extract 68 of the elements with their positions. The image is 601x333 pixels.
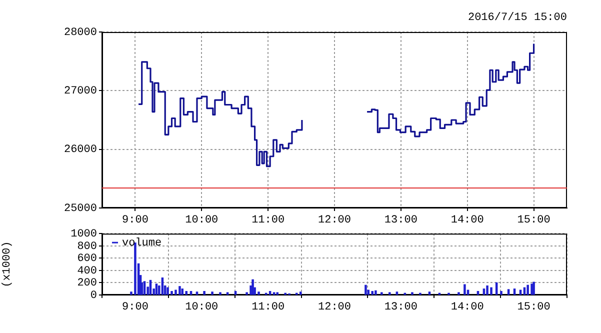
bar [371, 290, 374, 295]
bar [276, 292, 278, 295]
bar [178, 286, 181, 295]
bar [532, 282, 535, 295]
bar [219, 292, 222, 295]
bar [396, 292, 398, 295]
x-tick-label: 14:00 [450, 214, 484, 227]
y-tick-label: 25000 [64, 202, 97, 215]
bar [174, 290, 177, 295]
bar [380, 292, 383, 295]
y-tick-label: 400 [77, 265, 97, 278]
bar [490, 287, 492, 295]
bar [166, 287, 169, 295]
bar [464, 284, 466, 295]
y-axis-title: (x1000) [2, 241, 14, 288]
bar [258, 292, 260, 295]
bar [482, 288, 486, 295]
x-tick-label: 11:00 [252, 302, 285, 314]
bar [155, 284, 158, 295]
x-tick-label: 10:00 [185, 302, 218, 314]
x-tick-label: 10:00 [185, 214, 218, 227]
x-tick-label: 12:00 [318, 302, 352, 314]
x-tick-label: 12:00 [318, 214, 352, 227]
bar [428, 292, 431, 295]
x-tick-label: 15:00 [517, 302, 550, 314]
bar [252, 279, 254, 295]
bar [268, 290, 272, 295]
x-tick-label: 15:00 [517, 214, 550, 227]
bar [203, 290, 206, 295]
x-tick-label: 9:00 [122, 214, 148, 227]
x-tick-label: 11:00 [252, 214, 285, 227]
legend-label: volume [122, 238, 162, 250]
bar [458, 292, 460, 295]
bar [507, 289, 510, 295]
bar [181, 288, 184, 295]
y-tick-label: 27000 [64, 86, 97, 98]
y-tick-label: 0 [90, 290, 97, 302]
x-tick-label: 13:00 [384, 214, 418, 227]
y-tick-label: 1000 [70, 228, 97, 241]
y-tick-label: 600 [77, 253, 97, 266]
y-tick-label: 800 [77, 240, 97, 253]
bar [476, 290, 480, 295]
x-tick-label: 9:00 [122, 302, 148, 314]
bar [530, 284, 533, 295]
bar [411, 292, 414, 295]
bar [211, 292, 214, 295]
bar [185, 290, 188, 295]
bar [170, 290, 173, 295]
bar [272, 292, 276, 295]
bar [234, 290, 237, 295]
chart-subtitle: 2016/7/15 15:00 [468, 12, 567, 24]
x-tick-label: 14:00 [450, 302, 484, 314]
bar [143, 281, 146, 295]
bar [364, 284, 367, 295]
y-tick-label: 28000 [64, 26, 97, 39]
bar [196, 292, 198, 295]
bar [299, 292, 302, 295]
bar [226, 292, 229, 295]
bar [190, 290, 192, 295]
x-tick-label: 13:00 [384, 302, 418, 314]
bar [388, 292, 391, 295]
bar [486, 285, 488, 295]
bar [374, 290, 377, 295]
y-tick-label: 200 [77, 278, 97, 290]
y-tick-label: 26000 [64, 144, 97, 156]
bar [500, 290, 502, 295]
bar [513, 288, 516, 295]
bar [526, 284, 529, 295]
